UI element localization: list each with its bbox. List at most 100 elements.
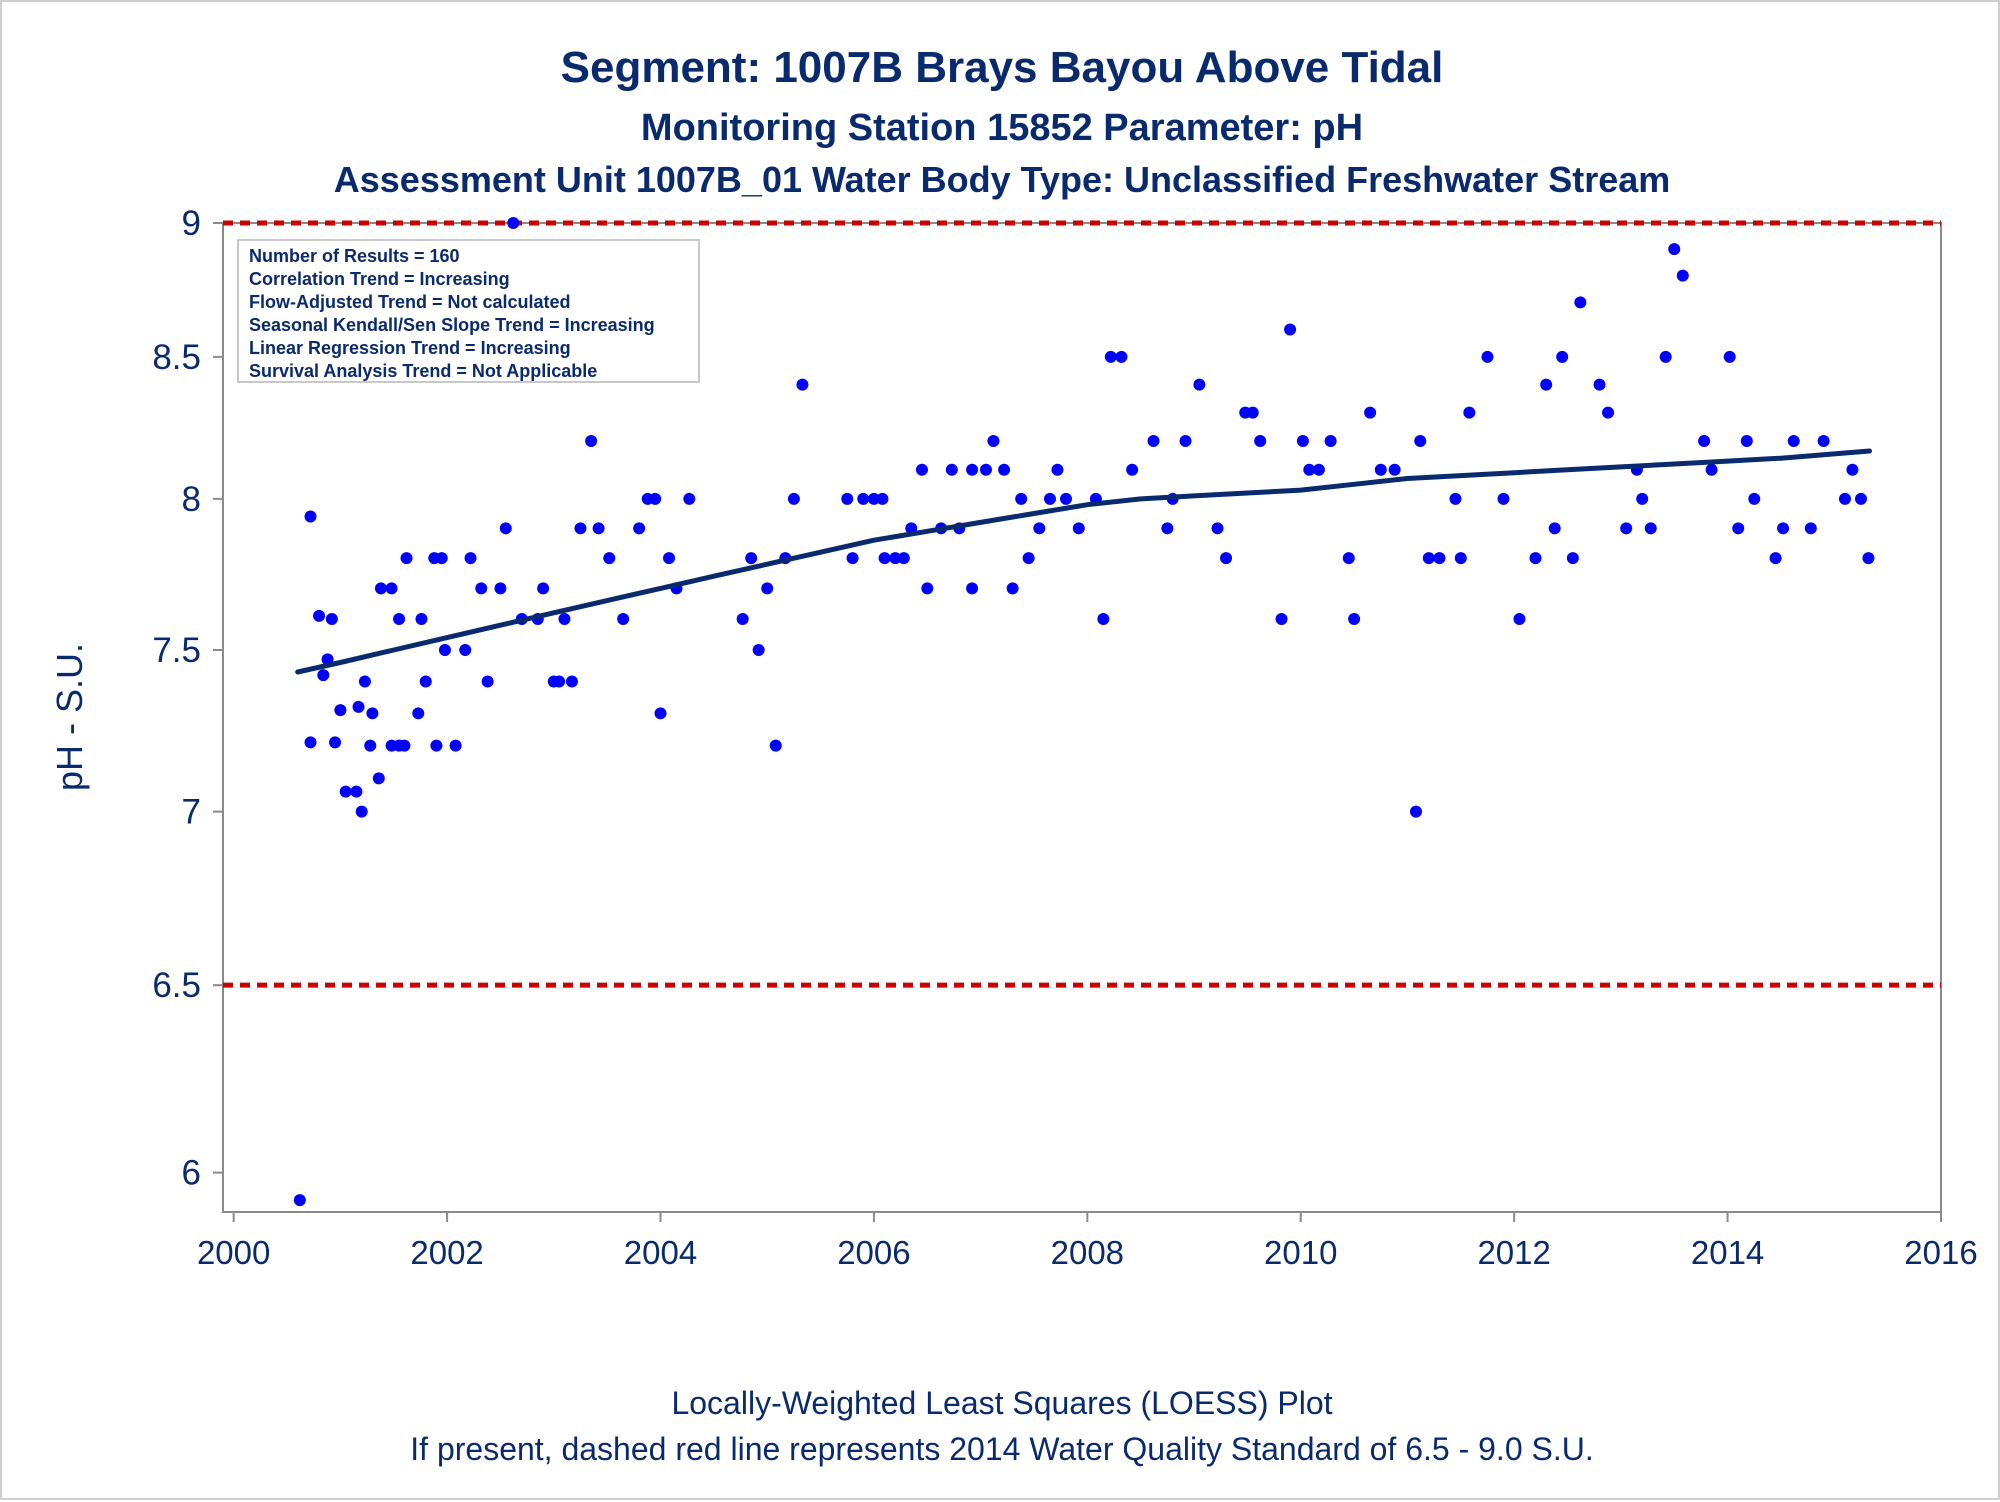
data-point [1548,522,1561,535]
data-point [1220,552,1233,565]
data-point [998,463,1011,476]
data-point [1211,522,1224,535]
data-point [633,522,646,535]
x-tick-label: 2006 [837,1234,910,1271]
data-point [1676,269,1689,282]
data-point [400,552,413,565]
data-point [787,492,800,505]
data-point [1593,378,1606,391]
x-tick-label: 2002 [410,1234,483,1271]
data-point [1602,406,1615,419]
data-point [1862,552,1875,565]
data-point [1659,350,1672,363]
data-point [1454,552,1467,565]
data-point [494,582,507,595]
data-point [1556,350,1569,363]
data-point [1104,350,1117,363]
x-tick-label: 2004 [624,1234,697,1271]
data-point [752,644,765,657]
data-points [293,217,1875,1207]
data-point [1161,522,1174,535]
data-point [1388,463,1401,476]
data-point [736,612,749,625]
data-point [876,492,889,505]
y-tick-label: 8.5 [152,338,201,377]
data-point [1409,805,1422,818]
data-point [1284,323,1297,336]
data-point [1015,492,1028,505]
y-axis-label: pH - S.U. [49,643,90,791]
data-point [415,612,428,625]
data-point [1540,378,1553,391]
y-tick-label: 6.5 [152,966,201,1005]
data-point [1732,522,1745,535]
data-point [1481,350,1494,363]
info-line: Correlation Trend = Increasing [249,269,510,289]
data-point [1574,296,1587,309]
data-point [1529,552,1542,565]
data-point [329,736,342,749]
data-point [796,378,809,391]
data-point [1620,522,1633,535]
data-point [769,739,782,752]
data-point [464,552,477,565]
data-point [558,612,571,625]
data-point [1374,463,1387,476]
x-tick-label: 2016 [1904,1234,1977,1271]
data-point [358,675,371,688]
data-point [352,700,365,713]
info-box-border [237,239,700,383]
data-point [449,739,462,752]
data-point [355,805,368,818]
footnote-1: Locally-Weighted Least Squares (LOESS) P… [671,1385,1332,1421]
x-tick-label: 2014 [1691,1234,1764,1271]
data-point [325,612,338,625]
data-point [1698,435,1711,448]
data-point [334,704,347,717]
data-point [537,582,550,595]
data-point [1804,522,1817,535]
data-point [1303,463,1316,476]
info-line: Survival Analysis Trend = Not Applicable [249,361,597,381]
data-point [481,675,494,688]
data-point [1422,552,1435,565]
data-point [1254,435,1267,448]
data-point [553,675,566,688]
data-point [1043,492,1056,505]
data-point [1497,492,1510,505]
data-point [304,736,317,749]
data-point [915,463,928,476]
info-line: Linear Regression Trend = Increasing [249,338,571,358]
data-point [1513,612,1526,625]
data-point [867,492,880,505]
data-point [1748,492,1761,505]
data-point [1115,350,1128,363]
data-point [507,217,520,229]
data-point [1324,435,1337,448]
data-point [585,435,598,448]
data-point [1740,435,1753,448]
chart-subtitle: Monitoring Station 15852 Parameter: pH [641,107,1363,149]
data-point [1312,463,1325,476]
data-point [1449,492,1462,505]
loess-curve [295,448,1872,675]
data-point [366,707,379,720]
data-point [1022,552,1035,565]
data-point [1668,243,1681,256]
data-point [293,1194,306,1207]
data-point [1246,406,1259,419]
y-tick-label: 9 [182,204,201,243]
data-point [419,675,432,688]
data-point [966,582,979,595]
data-point [339,785,352,798]
data-point [1636,492,1649,505]
data-point [459,644,472,657]
x-tick-label: 2008 [1051,1234,1124,1271]
data-point [1364,406,1377,419]
data-point [945,463,958,476]
data-point [435,552,448,565]
x-tick-label: 2000 [197,1234,270,1271]
data-point [438,644,451,657]
x-tick-label: 2012 [1477,1234,1550,1271]
data-point [979,463,992,476]
